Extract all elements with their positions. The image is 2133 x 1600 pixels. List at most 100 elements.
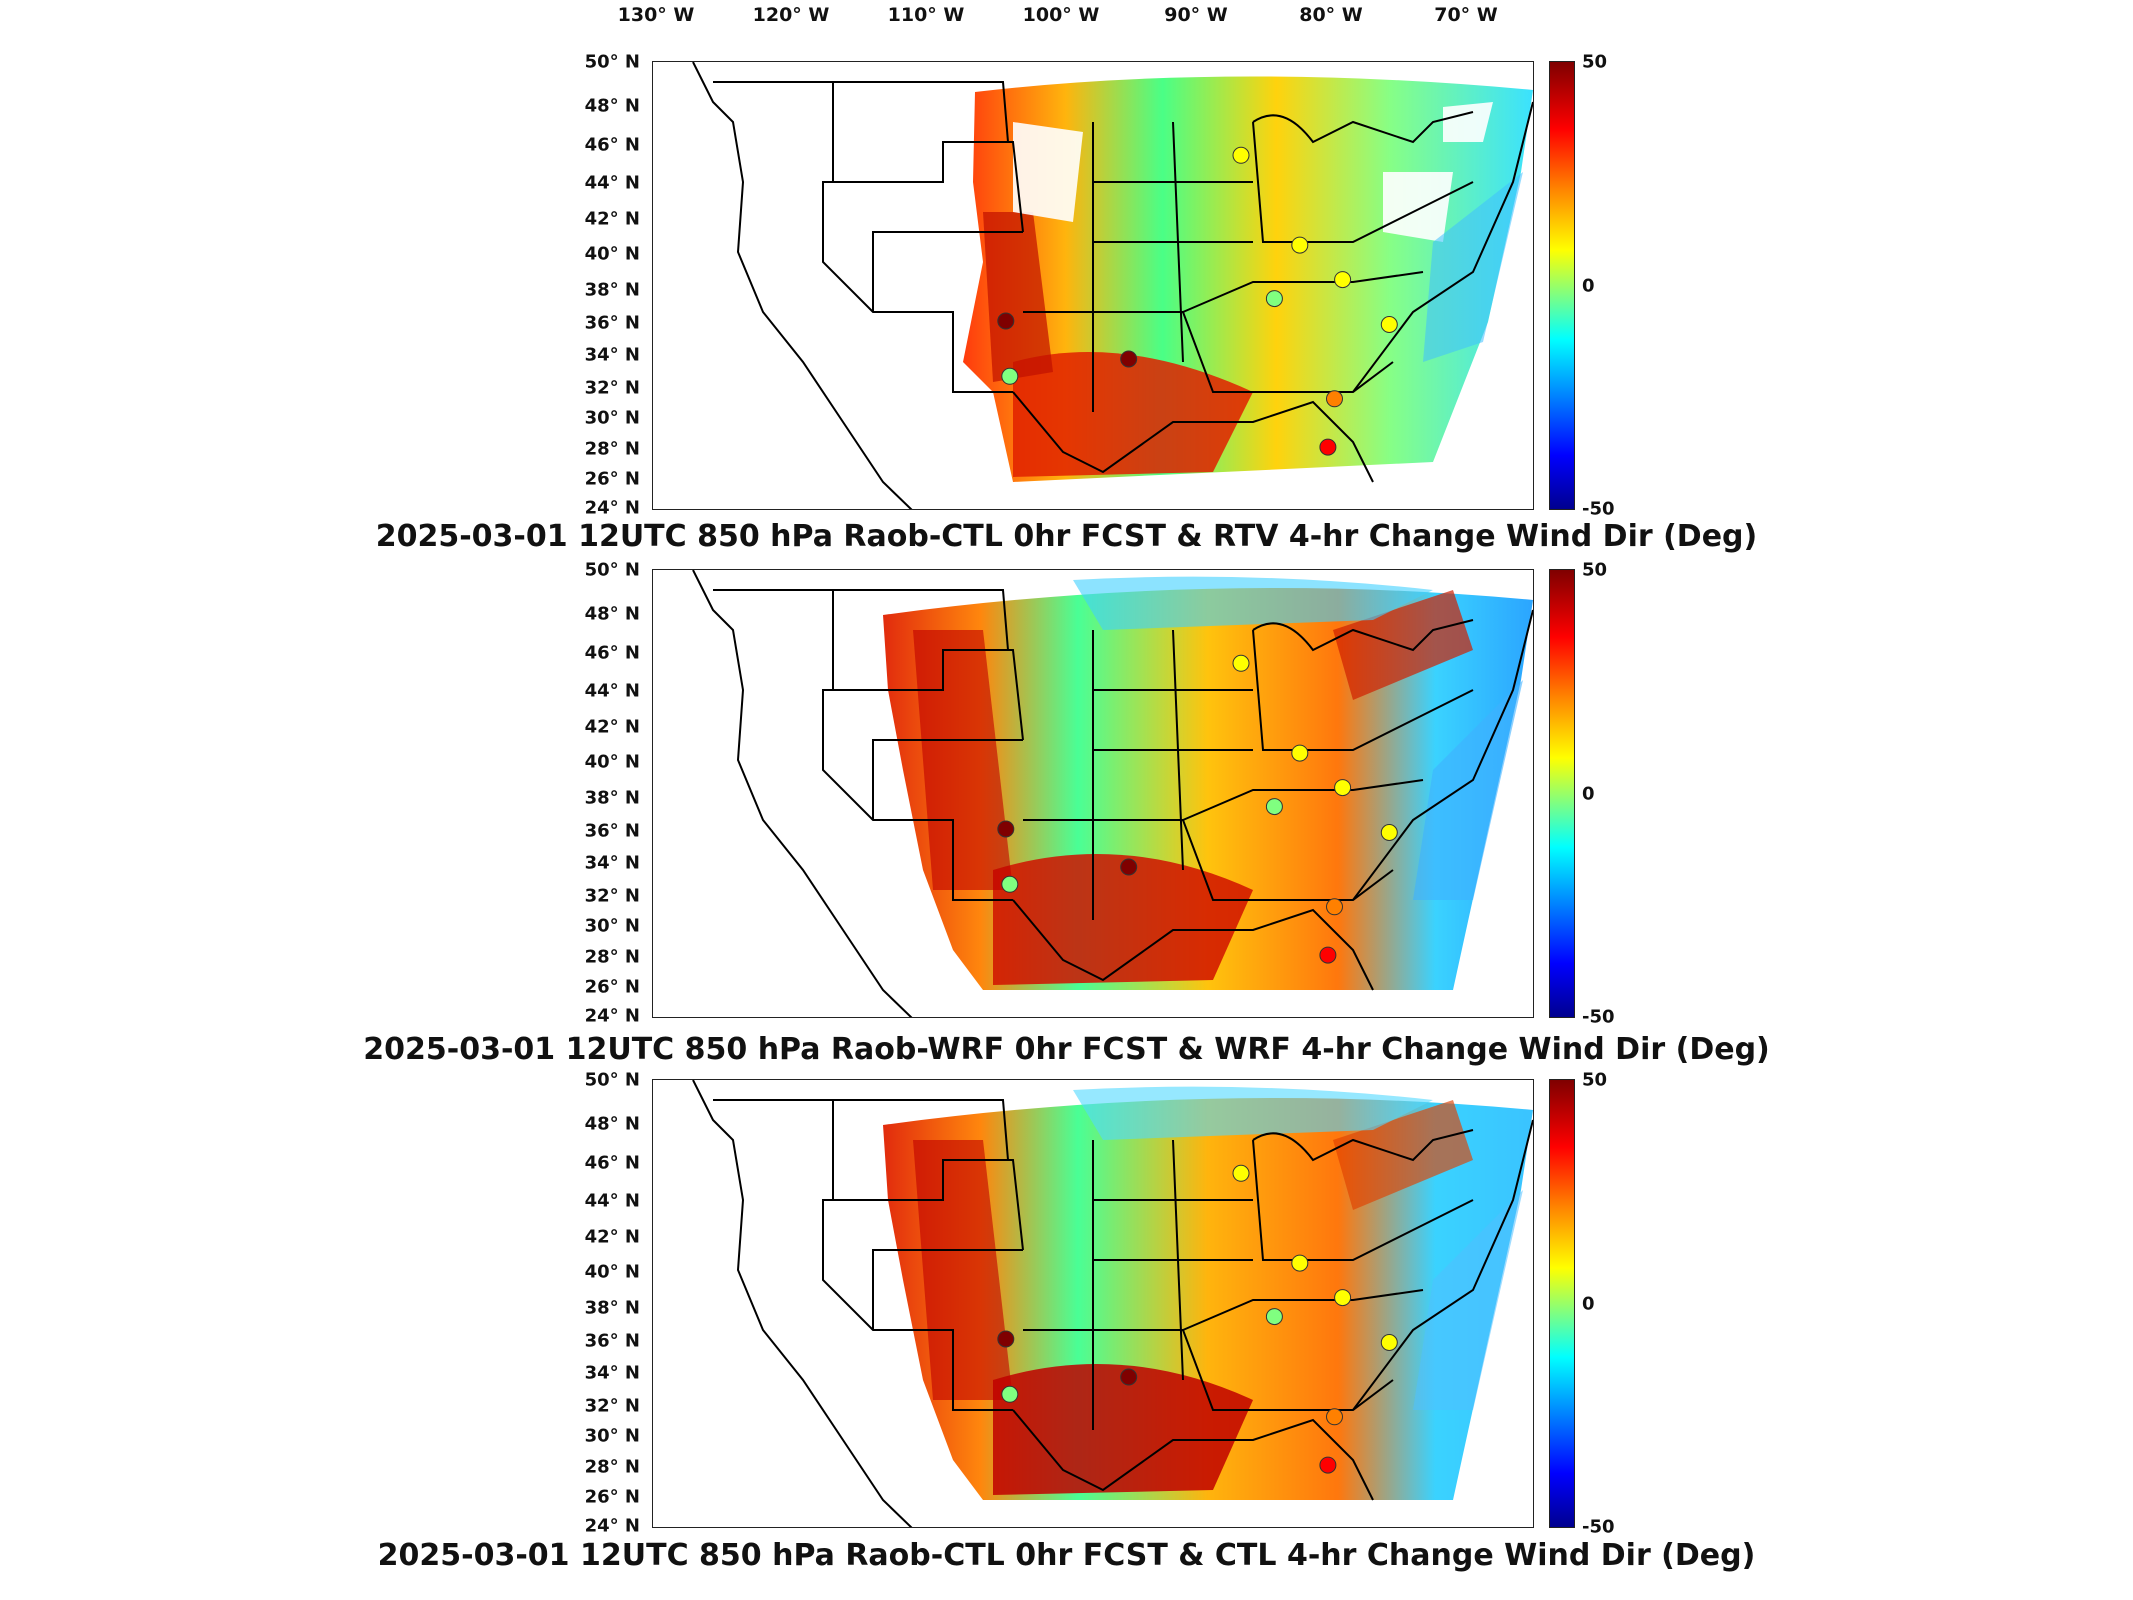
field-hotspot-northeast bbox=[1333, 590, 1473, 700]
panel-title: 2025-03-01 12UTC 850 hPa Raob-CTL 0hr FC… bbox=[377, 1538, 1756, 1573]
station-marker bbox=[997, 820, 1015, 838]
field-cool-east bbox=[1413, 680, 1523, 900]
station-marker bbox=[1380, 1334, 1398, 1351]
station-markers bbox=[997, 1164, 1398, 1474]
lat-label: 44° N bbox=[584, 172, 640, 194]
lat-label: 46° N bbox=[584, 642, 640, 664]
lat-label: 44° N bbox=[584, 1190, 640, 1212]
colorbar-mid-label: 0 bbox=[1582, 1293, 1595, 1315]
station-marker bbox=[1232, 146, 1250, 164]
lon-label: 90° W bbox=[1164, 4, 1228, 26]
map-plot-area bbox=[652, 61, 1534, 510]
field-gap bbox=[1383, 172, 1453, 242]
lon-label: 120° W bbox=[752, 4, 830, 26]
lat-label: 32° N bbox=[584, 885, 640, 907]
lat-label: 26° N bbox=[584, 976, 640, 998]
lat-label: 30° N bbox=[584, 407, 640, 429]
lat-label: 28° N bbox=[584, 1456, 640, 1478]
field-hotspot-west bbox=[913, 1140, 1013, 1400]
lat-label: 50° N bbox=[584, 559, 640, 581]
station-marker bbox=[1334, 1289, 1352, 1307]
map-canvas bbox=[692, 570, 1533, 1017]
station-marker bbox=[1380, 824, 1398, 841]
field-hotspot-west bbox=[983, 212, 1053, 382]
colorbar-max-label: 50 bbox=[1582, 1069, 1608, 1091]
lat-label: 28° N bbox=[584, 438, 640, 460]
station-marker bbox=[997, 1330, 1015, 1348]
lat-label: 42° N bbox=[584, 208, 640, 230]
lon-label: 110° W bbox=[887, 4, 965, 26]
lat-label: 44° N bbox=[584, 680, 640, 702]
field-gap bbox=[1013, 122, 1083, 222]
station-marker bbox=[1265, 1308, 1283, 1326]
field-gap bbox=[1443, 102, 1493, 142]
lat-label: 32° N bbox=[584, 1395, 640, 1417]
station-marker bbox=[1291, 1254, 1309, 1272]
station-marker bbox=[997, 312, 1015, 330]
station-marker bbox=[1319, 946, 1337, 964]
lat-label: 48° N bbox=[584, 603, 640, 625]
colorbar-max-label: 50 bbox=[1582, 559, 1608, 581]
lat-label: 50° N bbox=[584, 51, 640, 73]
lat-label: 26° N bbox=[584, 468, 640, 490]
lat-label: 34° N bbox=[584, 852, 640, 874]
lat-label: 38° N bbox=[584, 787, 640, 809]
station-marker bbox=[1334, 271, 1352, 289]
station-marker bbox=[1291, 236, 1309, 254]
colorbar-min-label: -50 bbox=[1582, 498, 1615, 520]
station-marker bbox=[1001, 367, 1019, 385]
colorbar bbox=[1549, 1079, 1575, 1528]
station-markers bbox=[997, 654, 1398, 964]
lat-label: 40° N bbox=[584, 1261, 640, 1283]
station-marker bbox=[1265, 290, 1283, 308]
station-marker bbox=[1232, 1164, 1250, 1182]
station-marker bbox=[1291, 744, 1309, 762]
lat-label: 34° N bbox=[584, 1362, 640, 1384]
station-marker bbox=[1120, 858, 1138, 876]
lat-label: 30° N bbox=[584, 1425, 640, 1447]
station-marker bbox=[1001, 875, 1019, 893]
station-marker bbox=[1319, 1456, 1337, 1474]
station-marker bbox=[1334, 779, 1352, 797]
station-marker bbox=[1001, 1385, 1019, 1403]
lat-label: 48° N bbox=[584, 1113, 640, 1135]
lat-label: 26° N bbox=[584, 1486, 640, 1508]
lat-label: 42° N bbox=[584, 716, 640, 738]
lat-label: 40° N bbox=[584, 751, 640, 773]
lon-label: 70° W bbox=[1434, 4, 1498, 26]
boundaries bbox=[692, 62, 1533, 509]
station-marker bbox=[1319, 438, 1337, 456]
map-plot-area bbox=[652, 1079, 1534, 1528]
field-cool-east bbox=[1423, 172, 1523, 362]
field-hotspot-south bbox=[1013, 352, 1253, 477]
station-marker bbox=[1326, 390, 1343, 408]
station-marker bbox=[1120, 1368, 1138, 1386]
map-plot-area bbox=[652, 569, 1534, 1018]
station-marker bbox=[1265, 798, 1283, 816]
lat-label: 36° N bbox=[584, 820, 640, 842]
lat-label: 24° N bbox=[584, 497, 640, 519]
colorbar bbox=[1549, 569, 1575, 1018]
field-hotspot-south bbox=[993, 854, 1253, 985]
boundaries bbox=[692, 570, 1533, 1017]
colorbar-min-label: -50 bbox=[1582, 1516, 1615, 1538]
lat-label: 38° N bbox=[584, 279, 640, 301]
station-marker bbox=[1326, 898, 1343, 916]
station-marker bbox=[1380, 316, 1398, 333]
field-hotspot-west bbox=[913, 630, 1013, 890]
lat-label: 38° N bbox=[584, 1297, 640, 1319]
lat-label: 42° N bbox=[584, 1226, 640, 1248]
field-cool-east bbox=[1413, 1190, 1523, 1410]
field-cool-north bbox=[1073, 576, 1433, 630]
lat-label: 28° N bbox=[584, 946, 640, 968]
station-marker bbox=[1232, 654, 1250, 672]
map-canvas bbox=[692, 1080, 1533, 1527]
colorbar-mid-label: 0 bbox=[1582, 783, 1595, 805]
colorbar-min-label: -50 bbox=[1582, 1006, 1615, 1028]
lat-label: 50° N bbox=[584, 1069, 640, 1091]
lat-label: 24° N bbox=[584, 1515, 640, 1537]
field-hotspot-northeast bbox=[1333, 1100, 1473, 1210]
lat-label: 36° N bbox=[584, 1330, 640, 1352]
lon-label: 80° W bbox=[1299, 4, 1363, 26]
